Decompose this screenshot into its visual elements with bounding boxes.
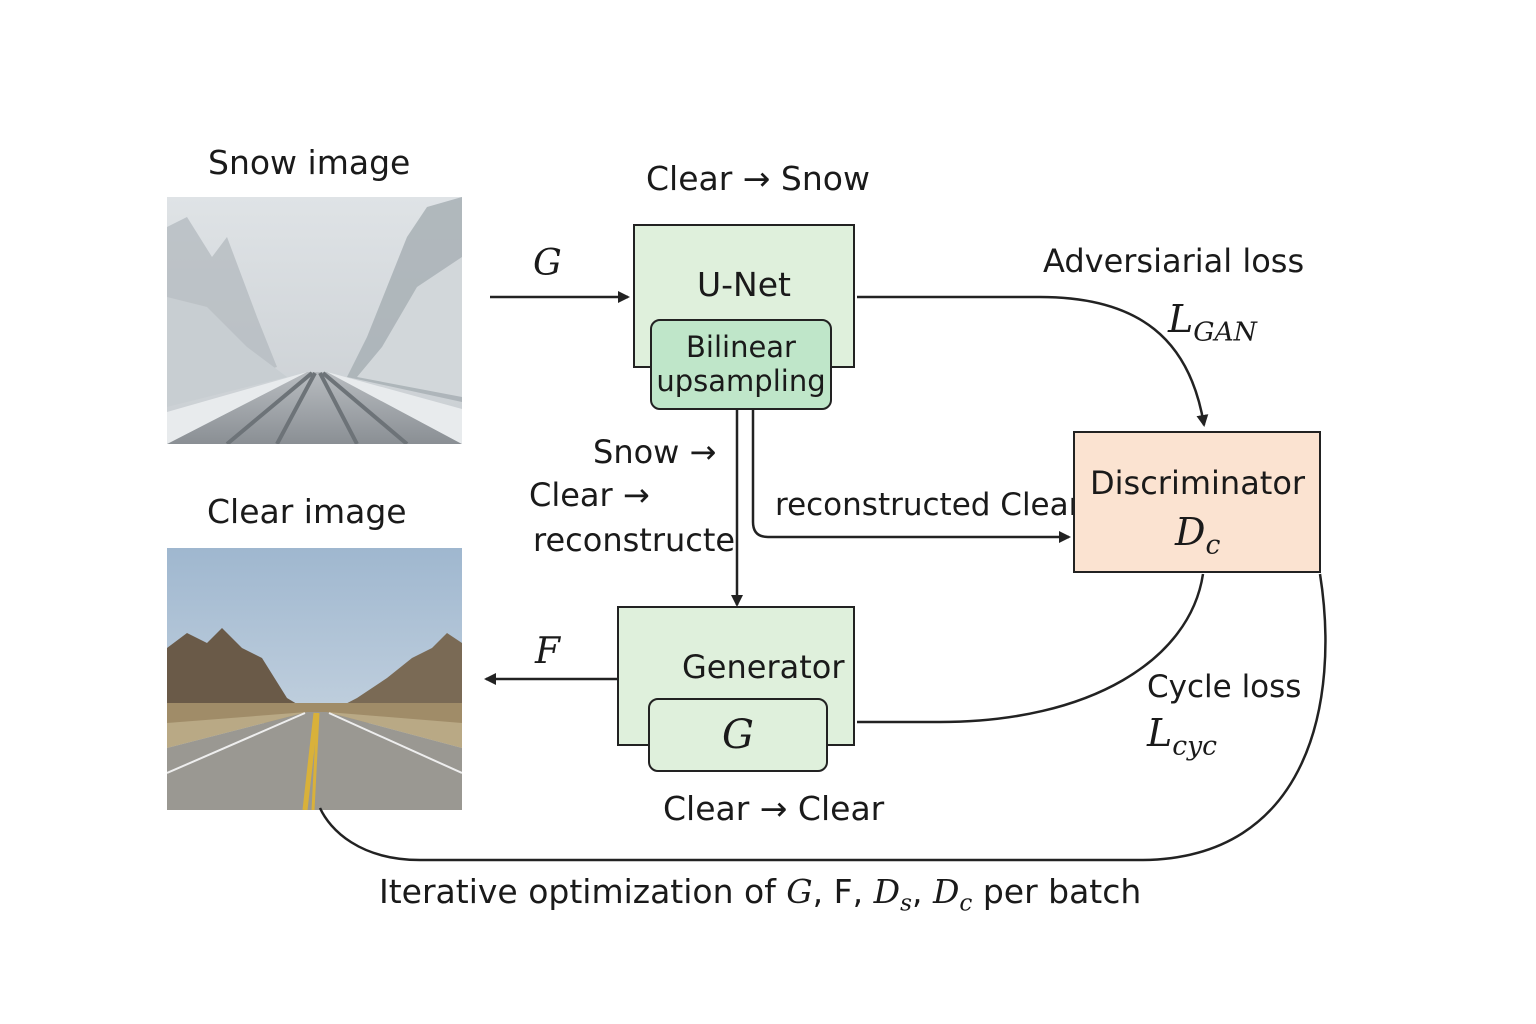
cycle-loss-label: Cycle loss xyxy=(1147,669,1302,705)
discriminator-title: Discriminator xyxy=(1090,464,1306,502)
bilinear-upsampling-box: Bilinear upsampling xyxy=(650,319,832,410)
dc-symbol: Dc xyxy=(1175,510,1221,561)
adversarial-loss-arrow xyxy=(857,295,1209,427)
g-arrow-label: G xyxy=(533,243,562,284)
iterative-optimization-caption: Iterative optimization of G, F, Ds, Dc p… xyxy=(379,872,1142,917)
clear-image xyxy=(167,548,462,810)
clear-to-clear-label: Clear → Clear xyxy=(663,789,885,828)
lgan-symbol: LGAN xyxy=(1168,297,1257,348)
discriminator-box: Discriminator Dc xyxy=(1073,431,1321,573)
adversarial-loss-label: Adversiarial loss xyxy=(1043,242,1305,280)
reconstructe-text: reconstructe xyxy=(533,521,736,559)
upsampling-line: upsampling xyxy=(656,363,826,398)
lcyc-symbol: Lcyc xyxy=(1147,711,1218,762)
clear-image-title: Clear image xyxy=(207,492,407,531)
clear-arrow-text: Clear → xyxy=(529,476,650,514)
snow-image-title: Snow image xyxy=(208,143,411,182)
reconstructed-clear-label: reconstructed Clear xyxy=(775,487,1082,523)
unet-title: U-Net xyxy=(697,265,791,304)
clear-to-snow-label: Clear → Snow xyxy=(646,159,870,198)
f-arrow-label: F xyxy=(535,631,560,672)
generator-g-symbol: G xyxy=(722,712,754,758)
reconstructed-clear-arrow xyxy=(751,405,1071,543)
cycle-loss-curve xyxy=(857,573,1205,724)
snow-image xyxy=(167,197,462,444)
bilinear-line: Bilinear xyxy=(686,330,796,365)
generator-g-box: G xyxy=(648,698,828,772)
generator-title: Generator xyxy=(682,648,845,686)
iterative-loop-curve xyxy=(318,573,1327,862)
snow-arrow-text: Snow → xyxy=(593,433,717,471)
